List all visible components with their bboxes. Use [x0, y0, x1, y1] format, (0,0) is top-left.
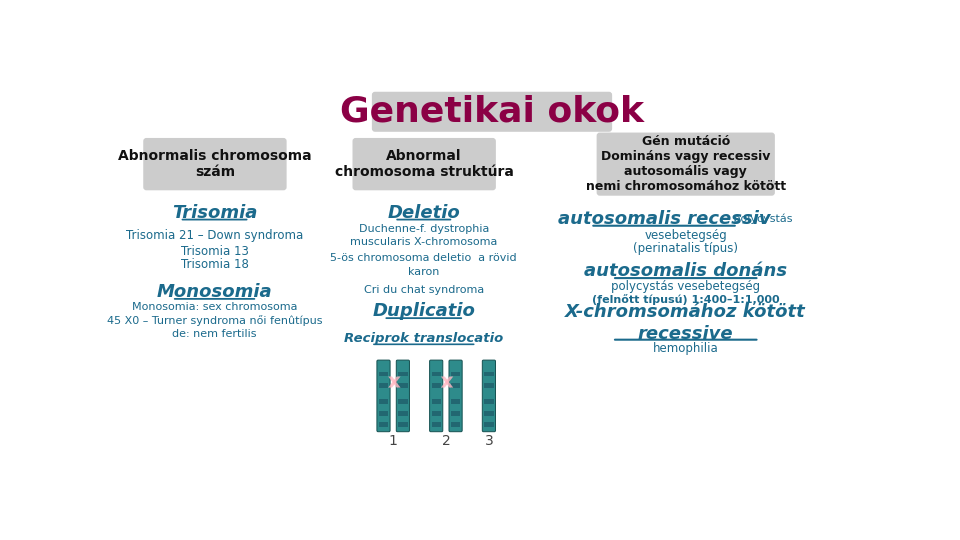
Bar	[451, 400, 460, 404]
Bar	[398, 422, 408, 427]
Bar	[484, 372, 493, 376]
FancyBboxPatch shape	[352, 138, 496, 190]
FancyBboxPatch shape	[482, 360, 495, 431]
Polygon shape	[388, 376, 400, 388]
Bar	[379, 372, 388, 376]
Bar	[379, 400, 388, 404]
Bar	[451, 372, 460, 376]
Text: (perinatalis típus): (perinatalis típus)	[634, 241, 738, 254]
FancyBboxPatch shape	[396, 360, 410, 431]
Bar	[379, 422, 388, 427]
Text: autosomalis donáns: autosomalis donáns	[585, 262, 787, 280]
Bar	[432, 422, 441, 427]
Text: 3: 3	[485, 434, 493, 448]
Text: Gén mutáció
Domináns vagy recessiv
autosomális vagy
nemi chromosomához kötött: Gén mutáció Domináns vagy recessiv autos…	[586, 135, 786, 193]
Text: Trisomia 18: Trisomia 18	[180, 259, 249, 272]
Bar	[432, 411, 441, 416]
Text: Abnormalis chromosoma
szám: Abnormalis chromosoma szám	[118, 149, 312, 179]
Text: Trisomia 13: Trisomia 13	[180, 245, 249, 258]
Bar	[451, 383, 460, 388]
Bar	[484, 383, 493, 388]
Polygon shape	[441, 376, 453, 388]
Polygon shape	[441, 376, 453, 388]
Text: Genetikai okok: Genetikai okok	[340, 95, 644, 129]
FancyBboxPatch shape	[377, 360, 390, 431]
Text: Duchenne-f. dystrophia
muscularis X-chromosoma: Duchenne-f. dystrophia muscularis X-chro…	[350, 224, 497, 247]
Bar	[379, 411, 388, 416]
FancyBboxPatch shape	[430, 360, 443, 431]
Text: Reciprok translocatio: Reciprok translocatio	[345, 332, 503, 345]
Bar	[484, 422, 493, 427]
Bar	[432, 400, 441, 404]
Text: Trisomia 21 – Down syndroma: Trisomia 21 – Down syndroma	[126, 230, 303, 242]
Text: Deletio: Deletio	[388, 204, 460, 221]
FancyBboxPatch shape	[596, 132, 775, 195]
Bar	[484, 400, 493, 404]
Text: Duplicatio: Duplicatio	[372, 302, 475, 320]
Text: 1: 1	[389, 434, 397, 448]
Polygon shape	[388, 376, 400, 388]
Bar	[432, 383, 441, 388]
Text: 5-ös chromosoma deletio  a rövid
karon: 5-ös chromosoma deletio a rövid karon	[330, 253, 517, 276]
Text: 2: 2	[442, 434, 450, 448]
FancyBboxPatch shape	[449, 360, 462, 431]
Text: Monosomia: sex chromosoma
45 X0 – Turner syndroma női fenûtípus
de: nem fertilis: Monosomia: sex chromosoma 45 X0 – Turner…	[107, 301, 323, 339]
Text: vesebetegség: vesebetegség	[644, 230, 727, 242]
Text: polycystás vesebetegség: polycystás vesebetegség	[612, 280, 760, 293]
Text: Monosomia: Monosomia	[156, 283, 273, 301]
Text: Cri du chat syndroma: Cri du chat syndroma	[364, 285, 484, 295]
Bar	[398, 383, 408, 388]
Bar	[484, 411, 493, 416]
FancyBboxPatch shape	[372, 92, 612, 132]
Bar	[451, 422, 460, 427]
FancyBboxPatch shape	[143, 138, 287, 190]
Text: hemophilia: hemophilia	[653, 342, 719, 355]
Bar	[398, 400, 408, 404]
Text: polycystás: polycystás	[730, 213, 792, 224]
Bar	[451, 411, 460, 416]
Text: autosomalis recessiv: autosomalis recessiv	[558, 210, 770, 228]
Bar	[398, 372, 408, 376]
Text: Abnormal
chromosoma struktúra: Abnormal chromosoma struktúra	[335, 149, 514, 179]
Bar	[379, 383, 388, 388]
Bar	[432, 372, 441, 376]
Text: (felnőtt típusú) 1:400–1:1,000: (felnőtt típusú) 1:400–1:1,000	[592, 294, 780, 305]
Text: X-chromsomához kötött
recessive: X-chromsomához kötött recessive	[565, 302, 806, 343]
Text: Trisomia: Trisomia	[172, 204, 257, 221]
Bar	[398, 411, 408, 416]
